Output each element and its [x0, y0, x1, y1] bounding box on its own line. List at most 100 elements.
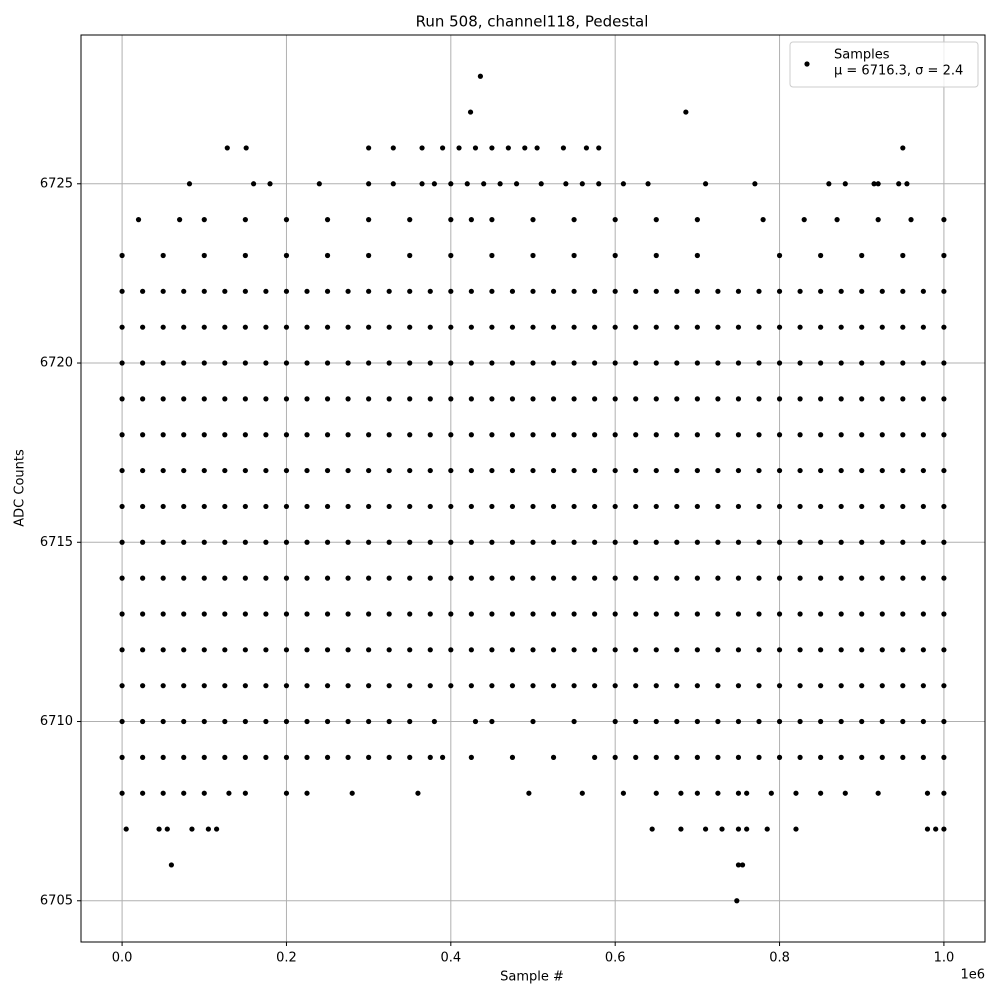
sample-point — [489, 539, 495, 545]
sample-point — [283, 324, 290, 330]
sample-point — [263, 683, 269, 689]
sample-point — [386, 718, 392, 725]
sample-point — [324, 396, 331, 402]
sample-point — [571, 718, 577, 725]
sample-point — [838, 539, 844, 545]
sample-point — [263, 647, 269, 653]
sample-point — [797, 288, 803, 294]
sample-point — [941, 396, 947, 402]
sample-point — [694, 288, 700, 294]
sample-point — [283, 252, 290, 259]
sample-point — [468, 217, 474, 223]
sample-point — [920, 539, 926, 545]
sample-point — [407, 432, 413, 438]
sample-point — [224, 145, 230, 151]
sample-point — [222, 754, 228, 760]
sample-point — [620, 181, 627, 187]
sample-point — [201, 503, 207, 510]
sample-point — [879, 396, 885, 402]
sample-point — [489, 145, 495, 151]
sample-point — [489, 288, 495, 294]
sample-point — [205, 826, 211, 832]
sample-point — [653, 575, 659, 581]
sample-point — [250, 181, 257, 187]
sample-point — [468, 683, 474, 689]
sample-point — [263, 396, 269, 402]
sample-point — [263, 432, 269, 438]
sample-point — [324, 467, 331, 474]
sample-point — [920, 360, 926, 366]
sample-point — [694, 252, 700, 259]
sample-point — [653, 754, 659, 760]
sample-point — [304, 360, 310, 366]
sample-point — [571, 611, 577, 617]
sample-point — [896, 181, 902, 187]
sample-point — [797, 396, 803, 402]
sample-point — [920, 611, 926, 617]
sample-point — [407, 575, 413, 581]
sample-point — [818, 539, 824, 545]
sample-point — [941, 217, 947, 223]
sample-point — [242, 432, 248, 438]
sample-point — [694, 718, 700, 725]
x-tick-label: 0.2 — [276, 951, 297, 966]
sample-point — [222, 360, 228, 366]
sample-point — [324, 217, 331, 223]
sample-point — [427, 754, 433, 760]
sample-point — [283, 611, 290, 617]
sample-point — [140, 647, 146, 653]
sample-point — [489, 647, 495, 653]
sample-point — [509, 324, 516, 330]
sample-point — [694, 790, 700, 796]
sample-point — [633, 324, 639, 330]
sample-point — [242, 503, 248, 510]
sample-point — [941, 790, 947, 796]
sample-point — [468, 396, 474, 402]
sample-point — [242, 790, 248, 796]
sample-point — [366, 324, 372, 330]
sample-point — [530, 432, 536, 438]
sample-point — [702, 826, 709, 832]
sample-point — [900, 252, 906, 259]
sample-point — [715, 575, 721, 581]
sample-point — [181, 539, 187, 545]
sample-point — [834, 217, 840, 223]
sample-point — [263, 288, 269, 294]
sample-point — [571, 467, 577, 474]
sample-point — [201, 217, 207, 223]
sample-point — [715, 360, 721, 366]
sample-point — [756, 575, 762, 581]
sample-point — [649, 826, 655, 832]
sample-point — [538, 181, 544, 187]
sample-point — [776, 396, 783, 402]
sample-point — [694, 683, 700, 689]
sample-point — [879, 360, 885, 366]
sample-point — [140, 754, 146, 760]
sample-point — [509, 288, 516, 294]
sample-point — [345, 360, 351, 366]
sample-point — [324, 718, 331, 725]
sample-point — [222, 288, 228, 294]
sample-point — [694, 754, 700, 760]
sample-point — [859, 683, 865, 689]
sample-point — [419, 145, 425, 151]
sample-point — [674, 754, 680, 760]
sample-point — [530, 252, 536, 259]
sample-point — [283, 683, 290, 689]
sample-point — [571, 324, 577, 330]
sample-point — [920, 718, 926, 725]
sample-point — [633, 360, 639, 366]
sample-point — [345, 539, 351, 545]
sample-point — [427, 396, 433, 402]
sample-point — [797, 432, 803, 438]
sample-point — [345, 324, 351, 330]
sample-point — [201, 467, 207, 474]
sample-point — [345, 396, 351, 402]
sample-point — [776, 360, 783, 366]
sample-point — [756, 647, 762, 653]
sample-point — [842, 181, 848, 187]
sample-point — [263, 575, 269, 581]
sample-point — [904, 181, 910, 187]
sample-point — [119, 288, 125, 294]
sample-point — [419, 181, 425, 187]
